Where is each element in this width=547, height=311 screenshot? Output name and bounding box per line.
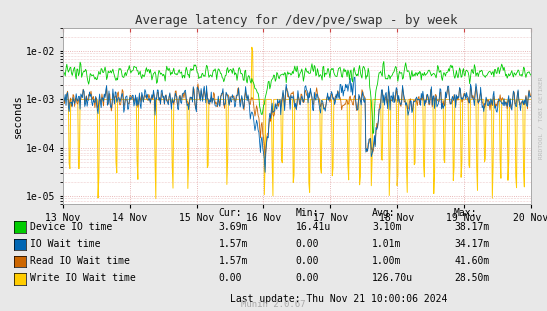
Text: Avg:: Avg:: [372, 208, 395, 218]
Text: 3.10m: 3.10m: [372, 222, 401, 232]
Text: Last update: Thu Nov 21 10:00:06 2024: Last update: Thu Nov 21 10:00:06 2024: [230, 294, 447, 304]
Text: 1.57m: 1.57m: [219, 239, 248, 249]
Text: 0.00: 0.00: [219, 273, 242, 283]
Text: 0.00: 0.00: [295, 239, 319, 249]
Text: Cur:: Cur:: [219, 208, 242, 218]
Text: 34.17m: 34.17m: [454, 239, 489, 249]
Title: Average latency for /dev/pve/swap - by week: Average latency for /dev/pve/swap - by w…: [136, 14, 458, 27]
Text: 16.41u: 16.41u: [295, 222, 330, 232]
Text: Read IO Wait time: Read IO Wait time: [30, 256, 130, 266]
Text: 126.70u: 126.70u: [372, 273, 413, 283]
Text: Max:: Max:: [454, 208, 478, 218]
Text: RRDTOOL / TOBI OETIKER: RRDTOOL / TOBI OETIKER: [538, 77, 543, 160]
Text: 1.57m: 1.57m: [219, 256, 248, 266]
Text: Min:: Min:: [295, 208, 319, 218]
Text: 1.01m: 1.01m: [372, 239, 401, 249]
Text: Write IO Wait time: Write IO Wait time: [30, 273, 136, 283]
Text: 0.00: 0.00: [295, 256, 319, 266]
Text: 38.17m: 38.17m: [454, 222, 489, 232]
Text: Munin 2.0.67: Munin 2.0.67: [241, 299, 306, 309]
Text: Device IO time: Device IO time: [30, 222, 112, 232]
Text: 28.50m: 28.50m: [454, 273, 489, 283]
Text: 0.00: 0.00: [295, 273, 319, 283]
Text: 41.60m: 41.60m: [454, 256, 489, 266]
Text: IO Wait time: IO Wait time: [30, 239, 101, 249]
Text: 3.69m: 3.69m: [219, 222, 248, 232]
Text: 1.00m: 1.00m: [372, 256, 401, 266]
Y-axis label: seconds: seconds: [13, 94, 23, 138]
